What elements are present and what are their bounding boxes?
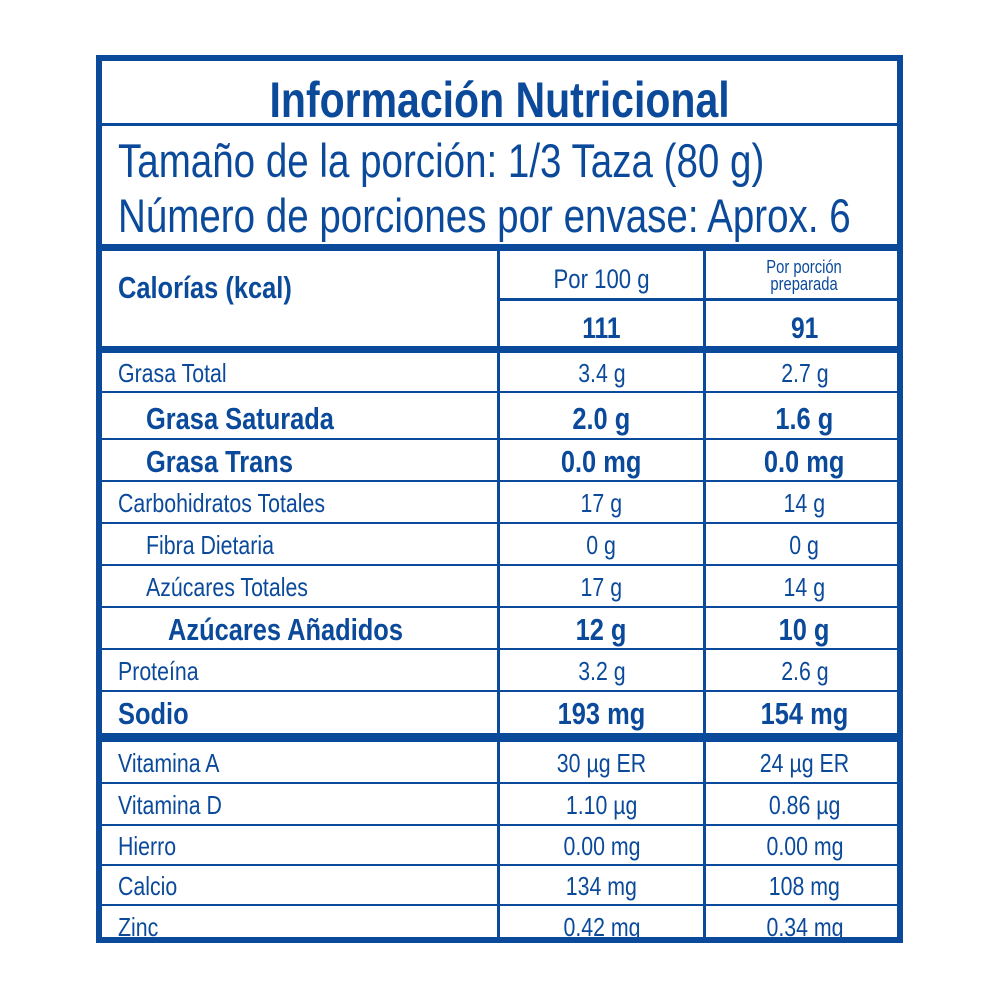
nutrient-per-100g: 193 mg xyxy=(557,696,646,731)
micronutrient-per-serving: 0.00 mg xyxy=(765,831,844,861)
col1-header: Por 100 g xyxy=(553,264,650,294)
divider xyxy=(500,298,897,301)
nutrient-per-100g: 3.4 g xyxy=(577,358,626,388)
micronutrient-per-serving: 0.34 mg xyxy=(765,911,844,942)
micronutrient-per-100g: 30 µg ER xyxy=(556,748,647,778)
divider xyxy=(102,123,897,126)
serving-size: Tamaño de la porción: 1/3 Taza (80 g) xyxy=(118,134,765,187)
servings-per-container: Número de porciones por envase: Aprox. 6 xyxy=(118,189,851,242)
thick-divider xyxy=(102,244,897,251)
col2-header: Por porción preparada xyxy=(766,257,843,294)
micronutrient-per-100g: 0.42 mg xyxy=(562,911,641,942)
nutrient-per-serving: 10 g xyxy=(779,611,830,647)
column-divider xyxy=(497,251,500,937)
nutrient-per-serving: 1.6 g xyxy=(775,400,834,436)
micronutrient-name: Hierro xyxy=(118,831,177,861)
nutrient-per-100g: 17 g xyxy=(580,572,623,602)
nutrient-per-100g: 3.2 g xyxy=(577,656,626,686)
micronutrient-per-100g: 0.00 mg xyxy=(562,831,641,861)
nutrient-name: Sodio xyxy=(118,696,189,731)
nutrient-per-100g: 12 g xyxy=(576,611,627,647)
nutrient-per-100g: 0 g xyxy=(586,530,617,560)
nutrient-name: Proteína xyxy=(118,656,199,686)
micronutrient-name: Vitamina A xyxy=(118,748,220,778)
nutrient-name: Grasa Saturada xyxy=(146,400,334,436)
nutrient-name: Grasa Total xyxy=(118,358,227,388)
label-title: Información Nutricional xyxy=(269,72,730,128)
nutrient-per-100g: 0.0 mg xyxy=(561,443,642,479)
nutrient-per-100g: 17 g xyxy=(580,488,623,518)
calories-per-100g: 111 xyxy=(582,312,621,345)
micronutrient-per-100g: 1.10 µg xyxy=(565,790,638,820)
micronutrient-per-serving: 108 mg xyxy=(768,871,841,901)
nutrient-per-serving: 14 g xyxy=(783,572,826,602)
micronutrient-per-serving: 0.86 µg xyxy=(768,790,841,820)
nutrient-name: Grasa Trans xyxy=(146,443,293,479)
nutrition-facts-label: Información Nutricional Tamaño de la por… xyxy=(96,55,903,943)
column-divider xyxy=(703,251,706,937)
nutrient-name: Azúcares Añadidos xyxy=(168,611,403,647)
calories-per-serving: 91 xyxy=(790,312,819,345)
micronutrient-name: Calcio xyxy=(118,871,178,901)
nutrient-per-serving: 2.6 g xyxy=(780,656,829,686)
micronutrient-per-100g: 134 mg xyxy=(565,871,638,901)
nutrient-per-serving: 14 g xyxy=(783,488,826,518)
nutrient-per-serving: 0 g xyxy=(789,530,820,560)
nutrient-per-serving: 154 mg xyxy=(760,696,849,731)
nutrient-name: Fibra Dietaria xyxy=(146,530,274,560)
micronutrient-name: Vitamina D xyxy=(118,790,222,820)
micronutrient-name: Zinc xyxy=(118,911,159,942)
nutrient-per-serving: 2.7 g xyxy=(780,358,829,388)
calories-label: Calorías (kcal) xyxy=(118,270,292,305)
nutrient-per-100g: 2.0 g xyxy=(572,400,631,436)
nutrient-name: Azúcares Totales xyxy=(146,572,308,602)
nutrient-name: Carbohidratos Totales xyxy=(118,488,326,518)
nutrient-per-serving: 0.0 mg xyxy=(764,443,845,479)
micronutrient-per-serving: 24 µg ER xyxy=(759,748,850,778)
